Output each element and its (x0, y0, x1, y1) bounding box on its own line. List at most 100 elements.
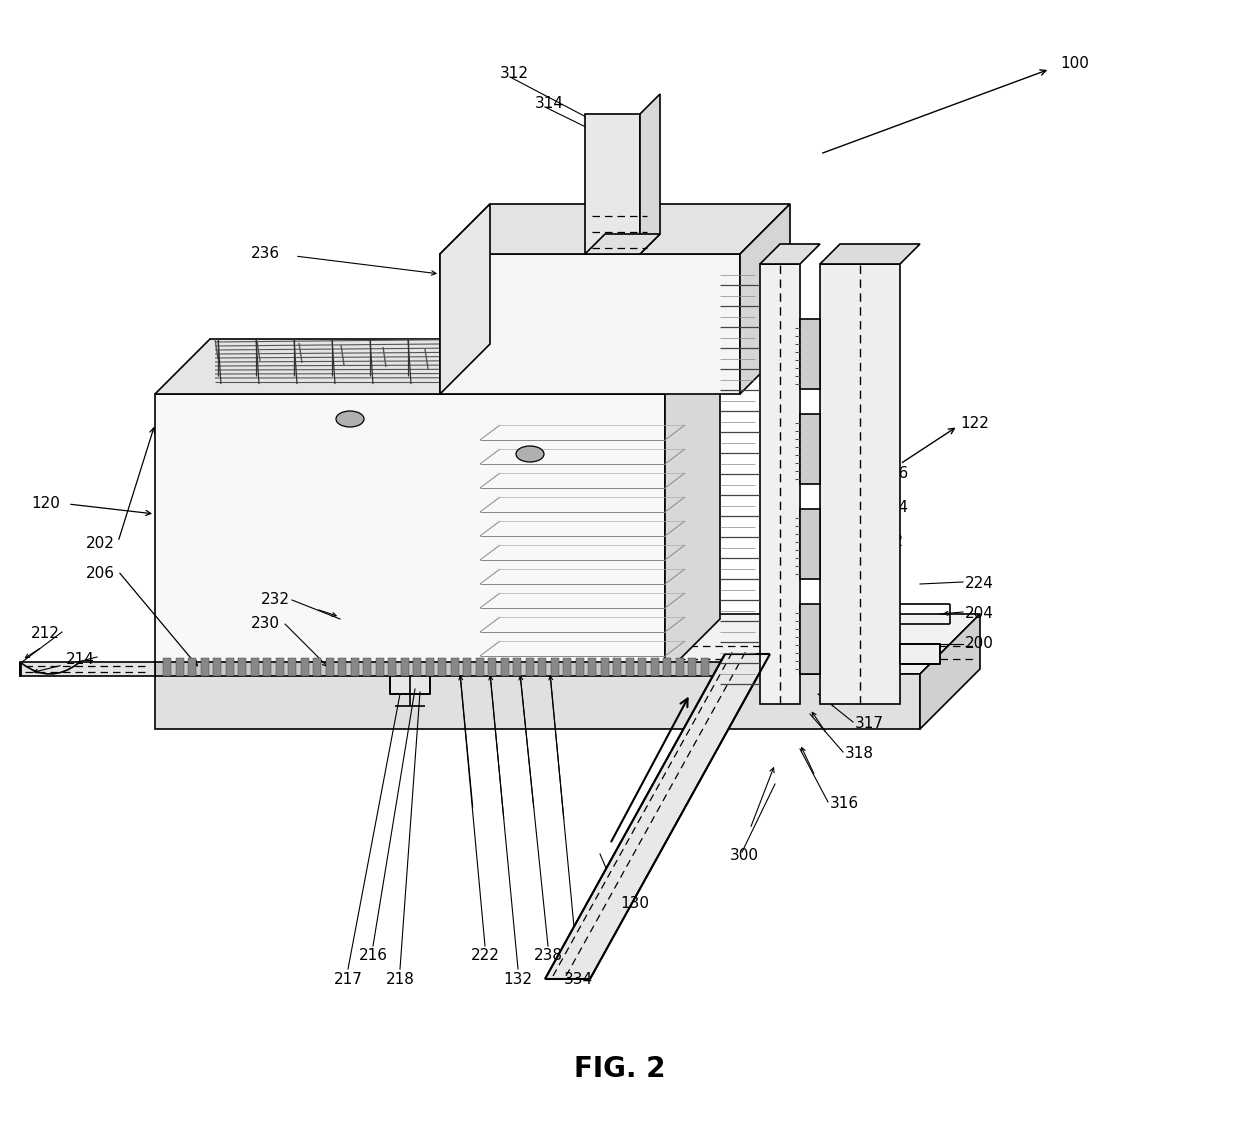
Bar (201, 658, 208, 676)
Text: 306: 306 (868, 616, 897, 632)
Polygon shape (440, 203, 490, 395)
Polygon shape (640, 94, 660, 254)
Text: 330: 330 (862, 682, 892, 698)
Polygon shape (546, 654, 770, 979)
Text: 232: 232 (260, 591, 290, 607)
Bar (600, 658, 609, 676)
Bar (688, 658, 696, 676)
Text: 206: 206 (86, 566, 115, 581)
Bar (401, 658, 408, 676)
Text: 122: 122 (960, 417, 988, 432)
Bar (388, 658, 396, 676)
Bar (463, 658, 471, 676)
Text: 214: 214 (66, 652, 95, 667)
Polygon shape (155, 395, 665, 674)
Polygon shape (820, 244, 920, 264)
Ellipse shape (336, 411, 365, 427)
Text: 300: 300 (730, 849, 759, 863)
Text: 120: 120 (31, 497, 60, 511)
Text: 236: 236 (250, 246, 280, 262)
Polygon shape (800, 319, 820, 389)
Text: 218: 218 (386, 971, 414, 987)
Text: 212: 212 (31, 626, 60, 642)
Text: 238: 238 (533, 949, 563, 963)
Polygon shape (20, 662, 155, 676)
Polygon shape (391, 674, 430, 694)
Bar (250, 658, 258, 676)
Bar (162, 658, 171, 676)
Bar (325, 658, 334, 676)
Bar (438, 658, 446, 676)
Bar (188, 658, 196, 676)
Bar (275, 658, 284, 676)
Bar (676, 658, 683, 676)
Polygon shape (585, 234, 660, 254)
Bar (226, 658, 233, 676)
Text: 314: 314 (534, 97, 564, 111)
Bar (613, 658, 621, 676)
Text: 220: 220 (849, 687, 879, 701)
Polygon shape (155, 674, 920, 729)
Bar (363, 658, 371, 676)
Polygon shape (740, 203, 790, 395)
Bar (213, 658, 221, 676)
Bar (288, 658, 296, 676)
Polygon shape (585, 114, 640, 254)
Polygon shape (155, 339, 720, 395)
Text: 100: 100 (1060, 56, 1089, 72)
Bar (300, 658, 309, 676)
Bar (263, 658, 272, 676)
Text: 200: 200 (965, 636, 994, 652)
Bar (351, 658, 358, 676)
Text: 202: 202 (86, 536, 115, 552)
Text: 234: 234 (880, 500, 909, 516)
Bar (639, 658, 646, 676)
Bar (489, 658, 496, 676)
Polygon shape (820, 264, 900, 704)
Text: 216: 216 (358, 949, 387, 963)
Text: 317: 317 (856, 716, 884, 732)
Text: FIG. 2: FIG. 2 (574, 1055, 666, 1084)
Bar (625, 658, 634, 676)
Bar (551, 658, 558, 676)
Polygon shape (760, 264, 800, 704)
Bar (526, 658, 533, 676)
Polygon shape (800, 414, 820, 484)
Text: 224: 224 (965, 577, 994, 591)
Bar (575, 658, 584, 676)
Bar (425, 658, 434, 676)
Ellipse shape (516, 446, 544, 462)
Bar (501, 658, 508, 676)
Bar (538, 658, 546, 676)
Text: 318: 318 (844, 746, 874, 761)
Bar (413, 658, 422, 676)
Text: 336: 336 (880, 466, 909, 481)
Bar (475, 658, 484, 676)
Bar (663, 658, 671, 676)
Polygon shape (800, 509, 820, 579)
Polygon shape (900, 644, 940, 664)
Text: 334: 334 (563, 971, 593, 987)
Bar (450, 658, 459, 676)
Bar (563, 658, 570, 676)
Text: 316: 316 (830, 797, 859, 812)
Bar (312, 658, 321, 676)
Polygon shape (440, 203, 790, 254)
Polygon shape (920, 614, 980, 729)
Polygon shape (760, 244, 820, 264)
Bar (588, 658, 596, 676)
Text: 132: 132 (503, 971, 532, 987)
Bar (376, 658, 383, 676)
Bar (238, 658, 246, 676)
Text: 332: 332 (875, 535, 904, 550)
Polygon shape (155, 614, 980, 674)
Text: 312: 312 (500, 66, 529, 82)
Text: 217: 217 (334, 971, 362, 987)
Text: 302: 302 (868, 577, 897, 591)
Text: 230: 230 (250, 616, 280, 632)
Bar (701, 658, 708, 676)
Polygon shape (155, 662, 720, 676)
Polygon shape (440, 254, 740, 395)
Text: 204: 204 (965, 607, 994, 622)
Bar (339, 658, 346, 676)
